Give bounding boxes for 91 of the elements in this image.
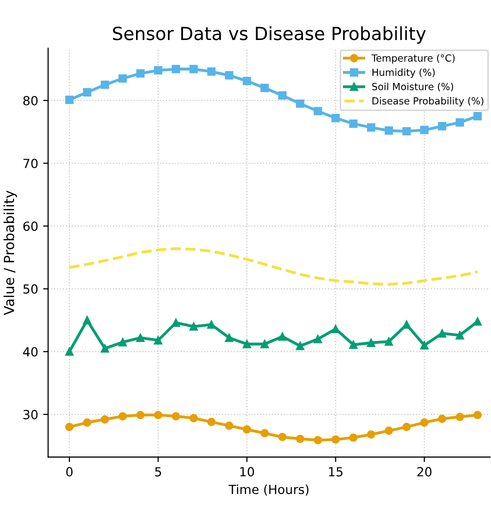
point [402, 127, 411, 136]
point [100, 415, 110, 424]
point [154, 66, 162, 74]
point [65, 96, 74, 104]
x-tick-label: 0 [66, 467, 73, 476]
point [456, 118, 464, 127]
point [278, 432, 287, 442]
point [82, 418, 92, 427]
point [224, 71, 234, 80]
point [402, 320, 411, 329]
point [100, 344, 110, 353]
point [438, 122, 446, 130]
x-axis-title: Time (Hours) [228, 484, 308, 496]
x-tick-label: 15 [329, 467, 342, 476]
point [172, 318, 180, 327]
chart-title: Sensor Data vs Disease Probability [113, 26, 426, 44]
point [314, 334, 322, 344]
point [384, 426, 394, 435]
point [402, 422, 411, 432]
point [189, 414, 198, 422]
point [473, 410, 482, 420]
point [384, 337, 394, 346]
x-tick-label: 5 [155, 467, 162, 476]
point [384, 126, 394, 135]
point [189, 64, 198, 74]
point [438, 414, 446, 423]
point [154, 410, 162, 420]
point [278, 91, 287, 100]
point [278, 332, 287, 341]
point [172, 412, 180, 420]
point [207, 418, 216, 426]
point [260, 340, 269, 348]
point [349, 340, 358, 349]
point [456, 412, 464, 422]
point [314, 106, 322, 116]
point [473, 317, 482, 326]
point [296, 342, 304, 350]
point [118, 338, 127, 346]
point [473, 112, 482, 120]
point [65, 347, 74, 356]
y-tick-label: 70 [24, 158, 38, 168]
point [118, 412, 127, 420]
point [207, 320, 216, 329]
point [366, 338, 376, 347]
point [420, 126, 429, 134]
point [349, 120, 358, 128]
point [242, 425, 252, 434]
y-tick-label: 30 [23, 410, 38, 420]
line-series [68, 247, 479, 286]
point [136, 410, 145, 420]
point [296, 99, 304, 108]
point [154, 336, 162, 344]
point [420, 418, 429, 427]
point [100, 80, 110, 89]
legend-label: Disease Probability (%) [372, 97, 484, 106]
y-tick-label: 60 [23, 222, 38, 231]
x-tick-label: 20 [417, 467, 432, 476]
point [260, 84, 269, 92]
point [172, 64, 180, 74]
point [242, 76, 252, 86]
point [65, 422, 74, 432]
point [349, 433, 358, 442]
point [224, 334, 234, 342]
point [82, 88, 92, 96]
y-tick-label: 50 [23, 284, 38, 294]
point [207, 67, 216, 76]
legend-label: Soil Moisture (%) [372, 82, 454, 92]
point [314, 436, 322, 444]
point [331, 435, 340, 444]
point [366, 430, 376, 439]
point [420, 341, 429, 350]
point [189, 322, 198, 331]
point [242, 340, 252, 348]
point [296, 434, 304, 444]
x-tick-label: 10 [240, 467, 254, 476]
legend-label: Humidity (%) [372, 68, 435, 78]
point [438, 329, 446, 338]
point [136, 69, 145, 78]
y-tick-label: 80 [23, 96, 38, 106]
point [136, 334, 145, 342]
point [224, 422, 234, 430]
point [331, 324, 340, 334]
point [366, 123, 376, 132]
y-axis-title: Value / Probability [3, 190, 17, 316]
legend-label: Temperature (°C) [372, 54, 455, 64]
point [82, 316, 92, 324]
point [260, 429, 269, 438]
y-tick-label: 40 [23, 347, 38, 357]
point [456, 331, 464, 340]
point [331, 114, 340, 122]
point [118, 74, 127, 83]
